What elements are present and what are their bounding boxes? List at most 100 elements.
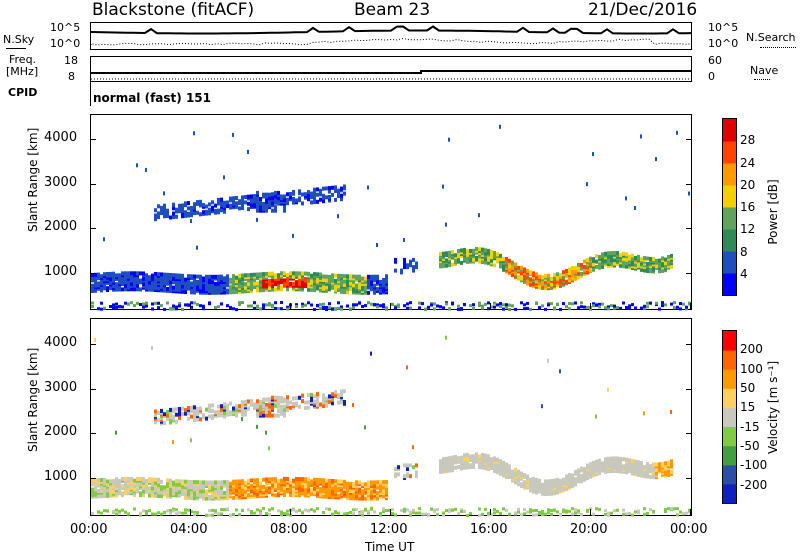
heatmap-cell	[133, 276, 136, 281]
nsky-line-legend	[6, 48, 26, 49]
heatmap-cell	[226, 279, 229, 284]
heatmap-cell	[430, 303, 433, 307]
heatmap-cell	[178, 203, 181, 208]
heatmap-cell	[328, 507, 331, 511]
heatmap-cell	[172, 489, 175, 494]
heatmap-cell	[124, 510, 127, 514]
heatmap-cell	[133, 507, 136, 511]
heatmap-cell	[271, 199, 274, 204]
heatmap-cell	[487, 301, 490, 305]
heatmap-cell	[187, 206, 190, 211]
heatmap-cell	[244, 195, 247, 199]
heatmap-cell	[232, 307, 235, 311]
nsky-series	[90, 25, 692, 46]
heatmap-cell	[457, 304, 460, 308]
heatmap-cell	[502, 266, 505, 270]
heatmap-cell	[247, 508, 250, 512]
heatmap-cell	[115, 512, 118, 516]
heatmap-cell	[526, 301, 529, 305]
heatmap-cell	[262, 192, 265, 197]
heatmap-cell	[631, 464, 634, 469]
heatmap-cell	[334, 284, 337, 289]
heatmap-cell	[472, 463, 475, 468]
heatmap-cell	[307, 190, 310, 195]
heatmap-cell	[328, 189, 331, 194]
velocity-colorbar	[722, 330, 737, 504]
heatmap-cell	[673, 301, 676, 305]
heatmap-cell	[154, 481, 157, 486]
heatmap-cell	[298, 189, 301, 194]
heatmap-cell	[418, 306, 421, 310]
heatmap-cell	[259, 409, 262, 413]
heatmap-cell	[481, 512, 484, 516]
heatmap-cell	[283, 491, 286, 496]
heatmap-cell	[154, 217, 157, 222]
heatmap-cell	[160, 304, 163, 308]
heatmap-cell	[283, 408, 286, 413]
heatmap-cell	[139, 511, 142, 515]
heatmap-cell	[262, 272, 265, 277]
heatmap-cell	[178, 410, 181, 415]
heatmap-cell	[175, 479, 178, 484]
heatmap-cell	[169, 411, 172, 416]
x-tick-mark-1-5	[590, 509, 591, 515]
heatmap-cell	[469, 512, 472, 516]
heatmap-cell	[643, 256, 646, 261]
heatmap-cell	[205, 407, 208, 412]
velocity-cbar-tick-7: -200	[740, 478, 768, 492]
heatmap-cell	[520, 513, 523, 517]
heatmap-cell	[253, 511, 256, 515]
heatmap-cell	[343, 490, 346, 495]
heatmap-cell	[613, 258, 616, 263]
heatmap-cell	[172, 307, 175, 311]
heatmap-cell	[544, 273, 547, 278]
heatmap-cell	[247, 399, 250, 404]
heatmap-cell	[448, 465, 451, 470]
heatmap-cell	[109, 479, 112, 484]
heatmap-cell	[274, 273, 277, 278]
heatmap-cell	[400, 508, 403, 512]
heatmap-cell	[226, 403, 229, 408]
heatmap-cell	[322, 511, 325, 514]
heatmap-cell	[247, 201, 250, 206]
heatmap-cell	[220, 508, 223, 512]
heatmap-cell	[166, 276, 169, 281]
heatmap-cell	[151, 307, 154, 311]
heatmap-cell	[412, 508, 415, 512]
heatmap-cell	[664, 303, 667, 307]
heatmap-cell	[238, 513, 241, 517]
heatmap-cell	[361, 513, 364, 517]
heatmap-cell	[232, 479, 235, 484]
heatmap-cell	[94, 276, 97, 281]
colorbar-segment	[723, 388, 736, 408]
heatmap-cell	[229, 513, 232, 517]
heatmap-cell	[127, 302, 130, 306]
heatmap-cell	[478, 513, 481, 517]
heatmap-cell	[229, 203, 232, 208]
colorbar-segment	[723, 207, 736, 230]
heatmap-cell	[430, 507, 433, 511]
heatmap-cell	[295, 477, 298, 481]
velocity-ytick-mark-4000	[90, 344, 96, 345]
heatmap-cell	[625, 466, 628, 471]
heatmap-cell	[550, 277, 553, 281]
heatmap-cell	[394, 306, 397, 310]
heatmap-cell	[118, 478, 121, 483]
heatmap-cell	[433, 302, 436, 306]
heatmap-cell	[163, 412, 166, 417]
heatmap-cell	[313, 394, 316, 399]
heatmap-cell	[664, 466, 667, 471]
heatmap-cell	[586, 258, 589, 263]
heatmap-cell	[334, 393, 337, 398]
heatmap-cell	[328, 274, 331, 279]
heatmap-cell	[589, 256, 592, 261]
heatmap-cell	[121, 477, 124, 481]
heatmap-cell	[481, 304, 484, 308]
date-title: 21/Dec/2016	[588, 0, 698, 20]
heatmap-cell	[280, 307, 283, 311]
heatmap-cell	[124, 280, 127, 285]
heatmap-cell	[535, 513, 538, 517]
heatmap-cell	[262, 202, 265, 206]
heatmap-cell	[331, 397, 334, 402]
heatmap-cell	[364, 425, 366, 430]
